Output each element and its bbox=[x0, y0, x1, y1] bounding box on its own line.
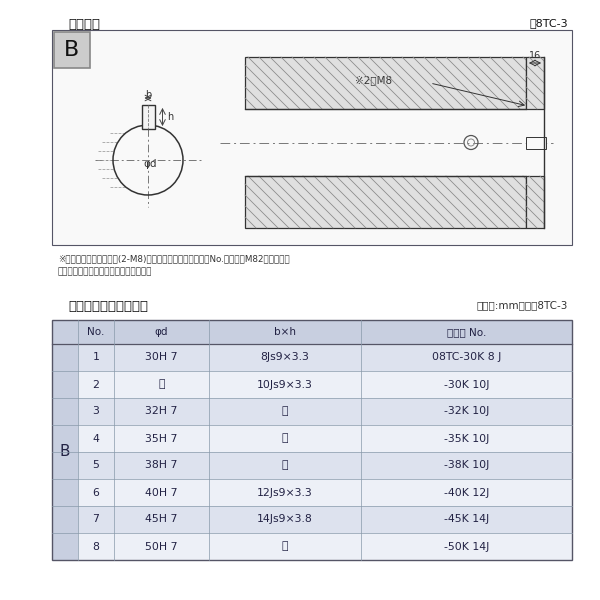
Bar bbox=[526, 136, 546, 148]
Text: 35H 7: 35H 7 bbox=[145, 433, 178, 443]
Text: φd: φd bbox=[143, 159, 157, 169]
Text: 14Js9×3.8: 14Js9×3.8 bbox=[257, 514, 313, 524]
Text: 5: 5 bbox=[92, 461, 100, 470]
Text: 〃: 〃 bbox=[158, 379, 165, 389]
Text: 7: 7 bbox=[92, 514, 100, 524]
Text: （単位:mm）　表8TC-3: （単位:mm） 表8TC-3 bbox=[476, 300, 568, 310]
Bar bbox=[78, 425, 572, 452]
Text: 〃: 〃 bbox=[282, 433, 288, 443]
Text: 3: 3 bbox=[92, 407, 100, 416]
Text: 1: 1 bbox=[92, 352, 100, 362]
Text: B: B bbox=[60, 445, 70, 460]
Bar bbox=[78, 344, 572, 371]
Bar bbox=[52, 344, 78, 560]
Text: φd: φd bbox=[155, 327, 168, 337]
Bar bbox=[526, 176, 544, 228]
Text: 4: 4 bbox=[92, 433, 100, 443]
Bar bbox=[78, 533, 572, 560]
Bar bbox=[78, 452, 572, 479]
Bar bbox=[78, 479, 572, 506]
Text: （セットボルトは付属されています。）: （セットボルトは付属されています。） bbox=[58, 267, 152, 276]
Text: 8: 8 bbox=[92, 541, 100, 551]
Text: 軸穴形状: 軸穴形状 bbox=[68, 18, 100, 31]
Text: -35K 10J: -35K 10J bbox=[444, 433, 489, 443]
Text: 12Js9×3.3: 12Js9×3.3 bbox=[257, 487, 313, 497]
Text: 図8TC-3: 図8TC-3 bbox=[529, 18, 568, 28]
Bar bbox=[526, 57, 544, 109]
Text: -32K 10J: -32K 10J bbox=[444, 407, 489, 416]
Text: 50H 7: 50H 7 bbox=[145, 541, 178, 551]
Bar bbox=[78, 371, 572, 398]
Text: -30K 10J: -30K 10J bbox=[444, 379, 489, 389]
Text: 38H 7: 38H 7 bbox=[145, 461, 178, 470]
Text: コード No.: コード No. bbox=[447, 327, 486, 337]
Text: 16: 16 bbox=[529, 51, 541, 61]
Text: -40K 12J: -40K 12J bbox=[444, 487, 489, 497]
Text: ※2－M8: ※2－M8 bbox=[355, 75, 392, 85]
Bar bbox=[52, 320, 572, 560]
Text: b×h: b×h bbox=[274, 327, 296, 337]
Text: 8Js9×3.3: 8Js9×3.3 bbox=[260, 352, 310, 362]
Text: h: h bbox=[167, 112, 174, 122]
Text: -38K 10J: -38K 10J bbox=[444, 461, 489, 470]
Text: 45H 7: 45H 7 bbox=[145, 514, 178, 524]
Text: b: b bbox=[145, 90, 151, 100]
Text: 〃: 〃 bbox=[282, 541, 288, 551]
Text: 10Js9×3.3: 10Js9×3.3 bbox=[257, 379, 313, 389]
Bar bbox=[245, 57, 526, 109]
Text: B: B bbox=[64, 40, 80, 60]
Text: -50K 14J: -50K 14J bbox=[444, 541, 489, 551]
Text: 軸穴形状コード一覧表: 軸穴形状コード一覧表 bbox=[68, 300, 148, 313]
Text: 〃: 〃 bbox=[282, 461, 288, 470]
Text: 30H 7: 30H 7 bbox=[145, 352, 178, 362]
Bar bbox=[52, 320, 572, 344]
Text: -45K 14J: -45K 14J bbox=[444, 514, 489, 524]
Text: 2: 2 bbox=[92, 379, 100, 389]
Text: 32H 7: 32H 7 bbox=[145, 407, 178, 416]
Text: 40H 7: 40H 7 bbox=[145, 487, 178, 497]
Text: ※セットボルト用タップ(2-M8)が必要な場合は右記コードNo.の末尾にM82を付ける。: ※セットボルト用タップ(2-M8)が必要な場合は右記コードNo.の末尾にM82を… bbox=[58, 254, 290, 263]
Text: 〃: 〃 bbox=[282, 407, 288, 416]
Bar bbox=[142, 105, 155, 129]
Bar bbox=[52, 30, 572, 245]
Bar bbox=[54, 32, 90, 68]
Bar bbox=[78, 398, 572, 425]
Text: 08TC-30K 8 J: 08TC-30K 8 J bbox=[432, 352, 501, 362]
Bar bbox=[245, 176, 526, 228]
Text: No.: No. bbox=[88, 327, 104, 337]
Text: 6: 6 bbox=[92, 487, 100, 497]
Bar bbox=[78, 506, 572, 533]
